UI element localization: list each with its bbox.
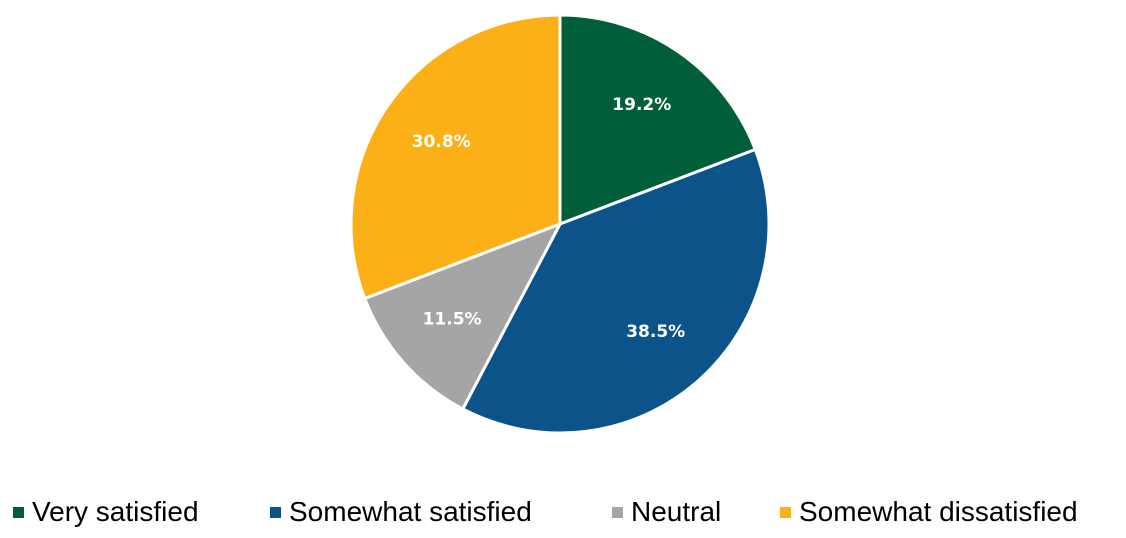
pie-slice-somewhat-dissatisfied xyxy=(349,13,562,300)
legend-label: Neutral xyxy=(631,496,721,527)
pie-data-labels: 19.2% 38.5% 11.5% 30.8% xyxy=(412,95,685,342)
pie-slices xyxy=(349,13,771,435)
legend-item-somewhat-satisfied: Somewhat satisfied xyxy=(270,496,532,527)
pie-slice-somewhat-satisfied xyxy=(461,148,771,435)
data-label-somewhat-satisfied: 38.5% xyxy=(626,322,685,342)
legend-label: Very satisfied xyxy=(32,496,199,527)
data-label-very-satisfied: 19.2% xyxy=(612,95,671,115)
legend-swatch xyxy=(13,507,24,518)
legend-swatch xyxy=(780,507,791,518)
data-label-somewhat-dissatisfied: 30.8% xyxy=(412,132,471,152)
pie-slice-neutral xyxy=(363,222,562,411)
legend-label: Somewhat satisfied xyxy=(289,496,532,527)
legend: Very satisfied Somewhat satisfied Neutral S… xyxy=(13,496,1078,527)
legend-label: Somewhat dissatisfied xyxy=(799,496,1078,527)
legend-item-somewhat-dissatisfied: Somewhat dissatisfied xyxy=(780,496,1078,527)
legend-item-very-satisfied: Very satisfied xyxy=(13,496,199,527)
legend-swatch xyxy=(612,507,623,518)
pie-slice-very-satisfied xyxy=(558,13,757,226)
legend-swatch xyxy=(270,507,281,518)
data-label-neutral: 11.5% xyxy=(423,310,482,330)
legend-item-neutral: Neutral xyxy=(612,496,721,527)
